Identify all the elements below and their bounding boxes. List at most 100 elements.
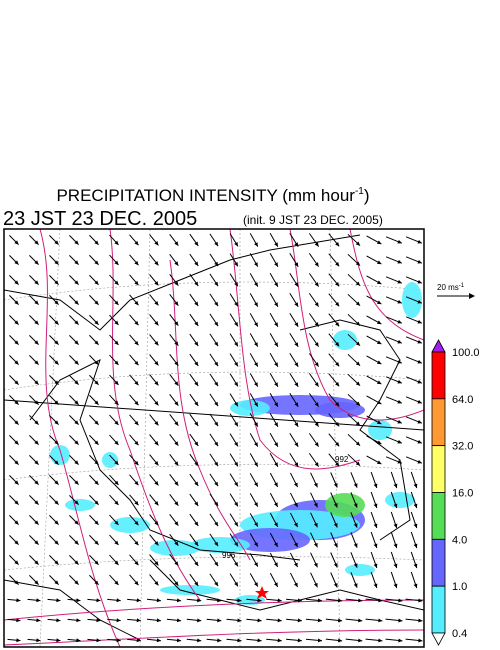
- wind-arrow-head: [214, 441, 219, 447]
- wind-arrow-head: [297, 638, 302, 643]
- wind-arrow-head: [333, 523, 338, 528]
- wind-arrow-head: [373, 523, 378, 528]
- wind-arrow-head: [74, 480, 79, 485]
- wind-vectors: [7, 232, 423, 643]
- wind-arrow-head: [74, 280, 79, 285]
- wind-arrow-head: [74, 540, 79, 545]
- wind-arrow-head: [397, 239, 402, 244]
- wind-arrow-head: [94, 300, 99, 305]
- wind-arrow-head: [134, 340, 139, 346]
- wind-arrow-head: [355, 341, 361, 346]
- wind-arrow-head: [134, 540, 139, 546]
- wind-arrow-head: [96, 598, 101, 603]
- wind-arrow-head: [194, 401, 199, 406]
- wind-arrow-head: [14, 240, 19, 245]
- wind-arrow-head: [14, 560, 19, 565]
- wind-arrow-head: [54, 480, 59, 485]
- wind-arrow-head: [355, 461, 361, 466]
- wind-arrow-head: [237, 618, 242, 623]
- map: 992 996: [4, 229, 424, 647]
- wind-arrow-head: [254, 522, 258, 527]
- wind-arrow-head: [174, 401, 179, 406]
- wind-arrow-head: [134, 440, 139, 446]
- colorbar-label: 1.0: [452, 581, 467, 593]
- wind-arrow-head: [154, 581, 159, 586]
- colorbar-label: 0.4: [452, 628, 467, 640]
- wind-arrow-head: [154, 321, 159, 326]
- wind-arrow-head: [335, 421, 340, 427]
- wind-arrow-head: [194, 241, 199, 246]
- wind-arrow-head: [214, 361, 219, 367]
- wind-arrow-head: [417, 279, 422, 284]
- wind-arrow-head: [234, 581, 238, 587]
- wind-arrow-head: [74, 440, 79, 445]
- valid-time: 23 JST 23 DEC. 2005: [3, 208, 197, 230]
- wind-arrow-head: [154, 481, 159, 486]
- wind-arrow-head: [74, 420, 79, 425]
- precip-patch: [345, 564, 375, 576]
- wind-arrow-head: [373, 583, 378, 588]
- wind-arrow-head: [54, 300, 59, 305]
- wind-arrow-head: [355, 241, 361, 246]
- colorbar-segment: [431, 538, 446, 587]
- wind-arrow-head: [34, 240, 39, 245]
- wind-arrow-head: [94, 420, 99, 425]
- wind-arrow-head: [355, 321, 361, 326]
- wind-arrow-head: [134, 240, 139, 246]
- wind-arrow-head: [234, 361, 238, 367]
- wind-arrow-head: [134, 260, 139, 266]
- wind-arrow-head: [274, 462, 278, 467]
- wind-arrow-head: [378, 618, 383, 623]
- wind-arrow-head: [74, 320, 79, 325]
- reference-label-superscript: -1: [459, 283, 465, 289]
- wind-arrow-head: [294, 362, 299, 367]
- wind-arrow-head: [14, 360, 19, 365]
- colorbar-label: 16.0: [452, 488, 473, 500]
- wind-arrow-head: [355, 421, 361, 426]
- wind-arrow-head: [154, 301, 159, 306]
- wind-arrow-head: [174, 421, 179, 426]
- wind-arrow-head: [56, 598, 61, 603]
- wind-arrow-head: [373, 543, 378, 548]
- wind-arrow-head: [413, 523, 418, 529]
- wind-arrow-head: [114, 240, 119, 245]
- wind-arrow-head: [54, 500, 59, 505]
- wind-arrow-head: [74, 360, 79, 365]
- wind-arrow-head: [413, 543, 418, 549]
- wind-arrow-head: [114, 580, 119, 585]
- wind-arrow-head: [14, 380, 19, 385]
- wind-arrow-head: [174, 541, 179, 546]
- wind-arrow-head: [335, 301, 340, 307]
- wind-arrow-head: [314, 282, 319, 287]
- wind-arrow-head: [294, 322, 299, 327]
- wind-arrow-head: [335, 381, 340, 387]
- wind-arrow-head: [313, 502, 318, 508]
- wind-arrow-head: [214, 321, 219, 327]
- wind-arrow-head: [34, 440, 39, 445]
- wind-arrow-head: [154, 521, 159, 526]
- wind-arrow-head: [274, 542, 278, 547]
- wind-arrow-head: [156, 598, 161, 603]
- title-close: ): [364, 186, 370, 205]
- wind-arrow-head: [14, 460, 19, 465]
- wind-arrow-head: [154, 401, 159, 406]
- reference-label-main: 20 ms: [437, 283, 459, 292]
- wind-arrow-head: [114, 500, 119, 505]
- precip-patch: [333, 330, 357, 350]
- wind-arrow-head: [34, 300, 39, 305]
- wind-arrow-head: [114, 260, 119, 265]
- wind-arrow-head: [254, 442, 258, 447]
- wind-arrow-head: [293, 502, 298, 508]
- wind-arrow-head: [355, 361, 361, 366]
- wind-arrow-head: [398, 638, 403, 643]
- wind-arrow-head: [74, 300, 79, 305]
- wind-arrow-head: [34, 420, 39, 425]
- wind-arrow-head: [358, 638, 363, 643]
- wind-arrow-head: [114, 320, 119, 325]
- wind-arrow-head: [94, 580, 99, 585]
- wind-arrow-head: [214, 541, 219, 547]
- wind-arrow-head: [257, 618, 262, 623]
- wind-arrow-head: [94, 500, 99, 505]
- wind-arrow-head: [156, 618, 161, 623]
- wind-arrow-head: [358, 598, 363, 603]
